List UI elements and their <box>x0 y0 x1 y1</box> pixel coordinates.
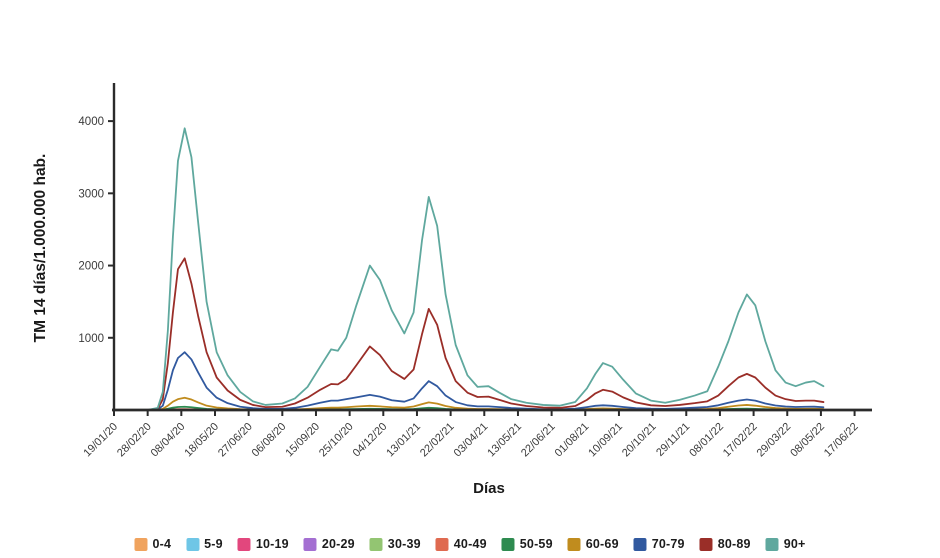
x-tick-label: 17/06/22 <box>822 421 861 460</box>
x-tick-label: 22/06/21 <box>519 421 558 460</box>
legend-swatch <box>435 537 449 551</box>
x-tick-label: 01/08/21 <box>553 421 592 460</box>
y-axis-title: TM 14 días/1.000.000 hab. <box>32 154 49 343</box>
x-tick-label: 08/01/22 <box>687 421 726 460</box>
x-tick-label: 22/02/21 <box>418 421 457 460</box>
legend-item-10-19: 10-19 <box>237 537 289 551</box>
y-tick-label: 3000 <box>78 188 104 200</box>
x-tick-label: 29/03/22 <box>755 421 794 460</box>
legend-swatch <box>633 537 647 551</box>
legend-item-60-69: 60-69 <box>567 537 619 551</box>
x-tick-label: 19/01/20 <box>81 421 120 460</box>
legend: 0-4 5-9 10-19 20-29 30-39 40-49 50-59 60-69 70-7… <box>134 537 805 551</box>
legend-swatch <box>567 537 581 551</box>
series-line-70-79 <box>113 351 825 411</box>
x-tick-label: 10/09/21 <box>586 421 625 460</box>
x-tick-label: 27/06/20 <box>216 421 255 460</box>
x-tick-label: 03/04/21 <box>452 421 491 460</box>
x-tick-label: 13/01/21 <box>384 421 423 460</box>
x-tick-label: 29/11/21 <box>654 421 692 459</box>
legend-item-30-39: 30-39 <box>369 537 421 551</box>
legend-label: 40-49 <box>453 537 487 551</box>
legend-swatch <box>186 537 200 551</box>
legend-item-5-9: 5-9 <box>186 537 223 551</box>
legend-label: 90+ <box>783 537 806 551</box>
legend-swatch <box>237 537 251 551</box>
legend-label: 80-89 <box>717 537 751 551</box>
x-tick-label: 28/02/20 <box>115 421 154 460</box>
legend-label: 5-9 <box>204 537 223 551</box>
y-tick-label: 4000 <box>78 116 104 128</box>
legend-label: 70-79 <box>651 537 685 551</box>
legend-label: 30-39 <box>387 537 421 551</box>
series-line-60-69 <box>113 396 825 411</box>
x-tick-label: 08/05/22 <box>788 421 827 460</box>
legend-label: 0-4 <box>152 537 172 551</box>
x-tick-label: 08/04/20 <box>149 421 188 460</box>
legend-swatch <box>501 537 515 551</box>
legend-item-90plus: 90+ <box>765 537 806 551</box>
legend-item-0-4: 0-4 <box>134 537 171 551</box>
x-tick-label: 20/10/21 <box>620 421 659 460</box>
legend-item-20-29: 20-29 <box>303 537 355 551</box>
legend-label: 60-69 <box>585 537 619 551</box>
legend-label: 10-19 <box>255 537 289 551</box>
legend-swatch <box>369 537 383 551</box>
series-line-90plus <box>113 127 825 411</box>
series-line-80-89 <box>113 257 825 411</box>
y-tick-label: 1000 <box>78 333 104 345</box>
x-tick-label: 06/08/20 <box>250 421 289 460</box>
series-lines <box>113 127 825 411</box>
legend-item-40-49: 40-49 <box>435 537 487 551</box>
legend-item-70-79: 70-79 <box>633 537 685 551</box>
x-tick-label: 15/09/20 <box>283 421 322 460</box>
legend-label: 20-29 <box>321 537 355 551</box>
legend-swatch <box>134 537 148 551</box>
x-tick-label: 25/10/20 <box>317 421 356 460</box>
legend-swatch <box>699 537 713 551</box>
legend-swatch <box>303 537 317 551</box>
y-tick-label: 2000 <box>78 261 104 273</box>
plot-area: 1000 2000 3000 4000 19/01/2028/02/2008/04/20… <box>32 83 872 497</box>
x-tick-label: 18/05/20 <box>182 421 221 460</box>
x-tick-label: 17/02/22 <box>721 421 760 460</box>
x-tick-label: 04/12/20 <box>351 421 390 460</box>
x-axis-title: Días <box>473 480 505 497</box>
legend-swatch <box>765 537 779 551</box>
legend-item-50-59: 50-59 <box>501 537 553 551</box>
legend-item-80-89: 80-89 <box>699 537 751 551</box>
legend-label: 50-59 <box>519 537 553 551</box>
x-tick-label: 13/05/21 <box>485 421 524 460</box>
